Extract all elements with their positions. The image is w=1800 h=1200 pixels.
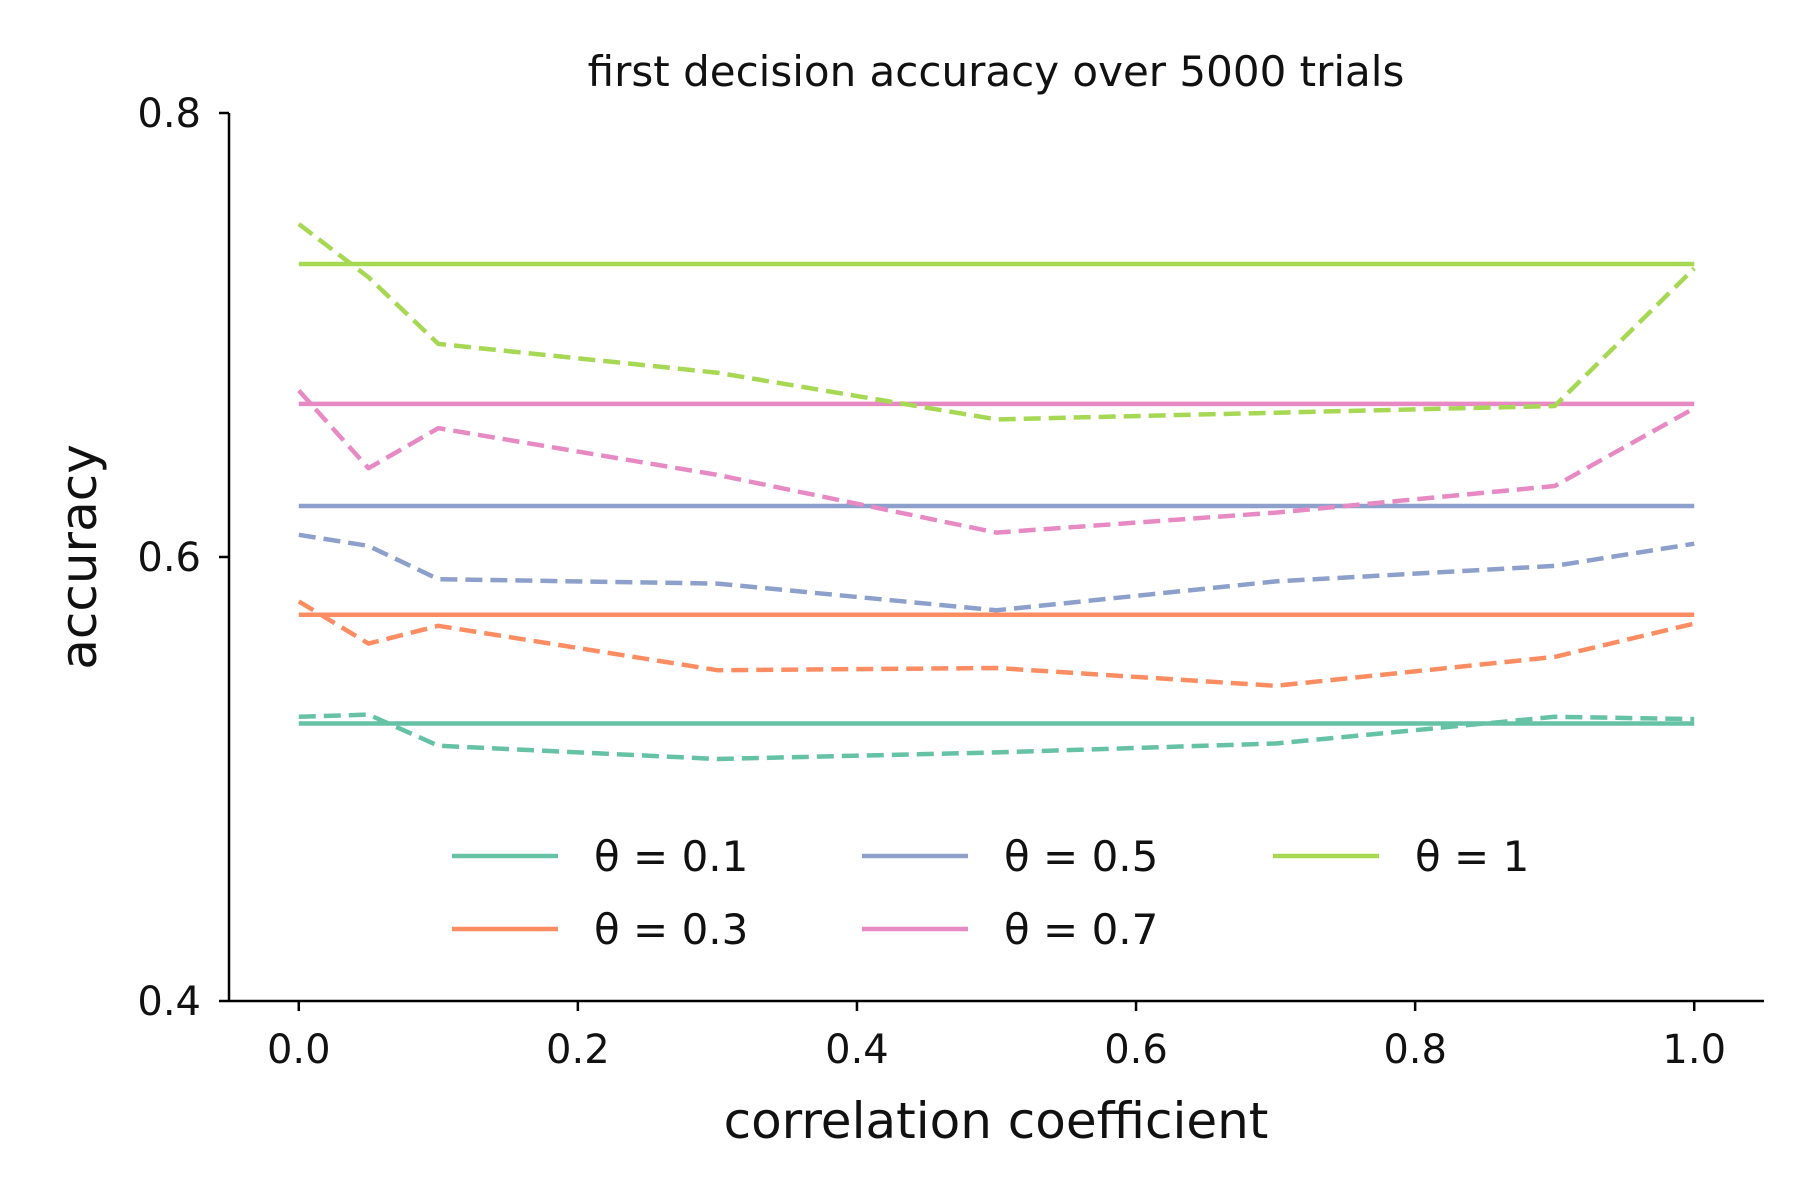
legend-entry-3: θ = 0.5 [862,832,1158,881]
legend-entry-2: θ = 0.3 [452,905,748,954]
series-group-4 [297,388,1696,535]
legend-entry-1: θ = 0.1 [452,832,748,881]
x-tick-label: 0.0 [267,1027,331,1073]
x-tick-label: 0.4 [825,1027,889,1073]
series-dashed-line-3 [298,532,1695,613]
chart-title: first decision accuracy over 5000 trials [588,47,1405,96]
legend-entry-4: θ = 0.7 [862,905,1158,954]
legend-label: θ = 0.5 [1004,832,1158,881]
x-tick-label: 0.6 [1104,1027,1168,1073]
series-dashed-line-4 [297,388,1696,535]
series-group-2 [297,599,1695,689]
legend: θ = 0.1 θ = 0.3 θ = 0.5 θ = 0.7 θ = 1 [452,832,1529,954]
legend-label: θ = 0.3 [594,905,748,954]
series-group-5 [297,222,1696,422]
legend-entry-5: θ = 1 [1273,832,1529,881]
legend-label: θ = 0.1 [594,832,748,881]
y-tick-label: 0.4 [137,979,201,1025]
series-dashed-line-5 [297,222,1696,422]
series-layer [297,222,1696,762]
x-tick-label: 0.8 [1383,1027,1447,1073]
series-dashed-line-2 [297,599,1695,689]
axes-layer: 0.0 0.2 0.4 0.6 0.8 1.0 0.4 0.6 0.8 [137,91,1764,1073]
x-axis-label: correlation coefficient [724,1092,1269,1150]
y-tick-label: 0.8 [137,91,201,137]
x-tick-label: 0.2 [546,1027,610,1073]
legend-label: θ = 1 [1415,832,1529,881]
series-group-1 [298,712,1695,762]
legend-label: θ = 0.7 [1004,905,1158,954]
x-tick-label: 1.0 [1662,1027,1726,1073]
y-tick-label: 0.6 [137,535,201,581]
series-group-3 [298,503,1695,613]
y-axis-label: accuracy [50,444,108,670]
series-dashed-line-1 [298,712,1695,762]
